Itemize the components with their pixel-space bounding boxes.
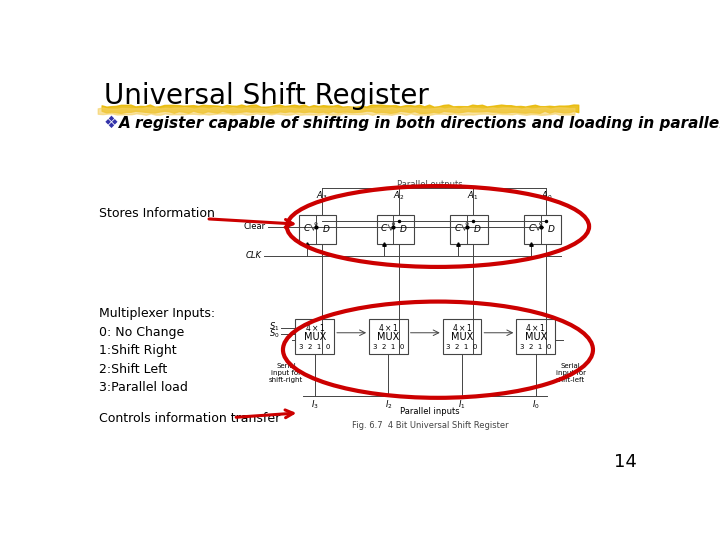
Text: D: D (323, 225, 330, 234)
Text: Controls information transfer: Controls information transfer (99, 413, 281, 426)
Text: Stores Information: Stores Information (99, 207, 215, 220)
Text: A register capable of shifting in both directions and loading in parallel.: A register capable of shifting in both d… (120, 116, 720, 131)
Text: $S_0$: $S_0$ (269, 328, 280, 340)
Text: $4\times1$: $4\times1$ (526, 322, 546, 333)
Bar (524, 215, 561, 244)
Text: $A_3$: $A_3$ (316, 190, 328, 202)
Bar (369, 319, 408, 354)
Text: $A_2$: $A_2$ (393, 190, 405, 202)
Text: $4\times1$: $4\times1$ (378, 322, 398, 333)
Text: $I_1$: $I_1$ (458, 398, 466, 411)
Text: C: C (304, 224, 310, 233)
Text: MUX: MUX (304, 332, 326, 342)
Text: ❖: ❖ (104, 114, 119, 132)
Text: C: C (528, 224, 534, 233)
Bar (443, 319, 482, 354)
Bar (377, 215, 414, 244)
Text: 14: 14 (613, 454, 636, 471)
Text: C: C (381, 224, 387, 233)
Text: MUX: MUX (451, 332, 473, 342)
Text: Parallel outputs: Parallel outputs (397, 180, 463, 188)
Text: D: D (400, 225, 407, 234)
Text: 3  2  1  0: 3 2 1 0 (299, 343, 330, 349)
Bar (295, 319, 334, 354)
Text: 3  2  1  0: 3 2 1 0 (520, 343, 552, 349)
Text: Serial
input for
shift-right: Serial input for shift-right (269, 363, 303, 383)
Bar (516, 319, 555, 354)
Text: Serial
input for
shift-left: Serial input for shift-left (556, 363, 585, 383)
Text: $S_1$: $S_1$ (269, 321, 280, 333)
Bar (451, 215, 487, 244)
Text: $4\times1$: $4\times1$ (452, 322, 472, 333)
Text: MUX: MUX (377, 332, 400, 342)
Text: Fig. 6.7  4 Bit Universal Shift Register: Fig. 6.7 4 Bit Universal Shift Register (352, 421, 508, 429)
Text: $I_0$: $I_0$ (532, 398, 539, 411)
Text: 3  2  1  0: 3 2 1 0 (446, 343, 477, 349)
Text: MUX: MUX (524, 332, 546, 342)
Text: CLK: CLK (246, 251, 262, 260)
Text: $I_2$: $I_2$ (384, 398, 392, 411)
Text: Universal Shift Register: Universal Shift Register (104, 82, 429, 110)
Text: 3  2  1  0: 3 2 1 0 (373, 343, 404, 349)
Text: Multiplexer Inputs:
0: No Change
1:Shift Right
2:Shift Left
3:Parallel load: Multiplexer Inputs: 0: No Change 1:Shift… (99, 307, 215, 394)
Text: D: D (547, 225, 554, 234)
Text: $4\times1$: $4\times1$ (305, 322, 325, 333)
Text: C: C (455, 224, 461, 233)
Text: $A_1$: $A_1$ (467, 190, 478, 202)
Text: Parallel inputs: Parallel inputs (400, 407, 460, 416)
Bar (300, 215, 336, 244)
Text: Clear: Clear (244, 222, 266, 231)
Text: $A_0$: $A_0$ (541, 190, 552, 202)
Text: D: D (474, 225, 480, 234)
Text: $I_3$: $I_3$ (311, 398, 319, 411)
